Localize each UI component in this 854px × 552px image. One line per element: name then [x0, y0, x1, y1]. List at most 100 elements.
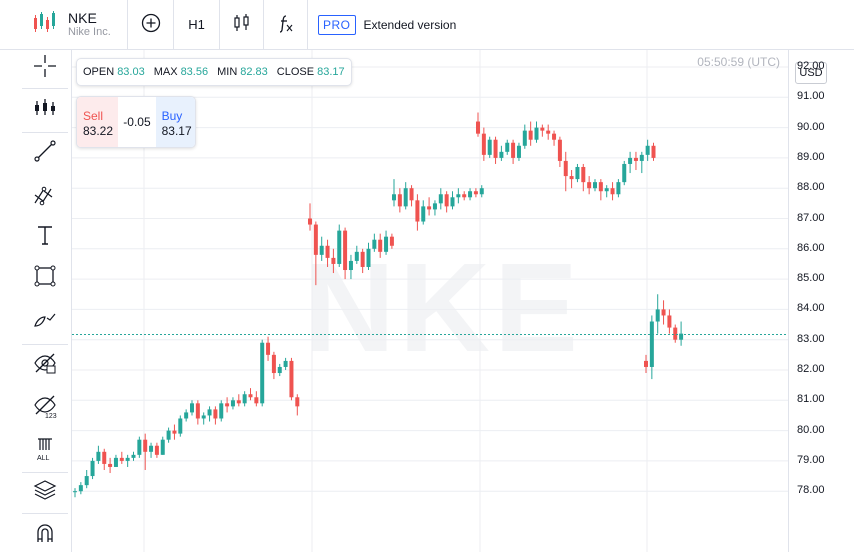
- candle-body: [96, 451, 101, 461]
- candle-body: [540, 127, 545, 131]
- text-icon: [32, 222, 58, 253]
- price-tick-label: 88.00: [797, 181, 825, 194]
- candle-body: [219, 403, 224, 419]
- pro-extended-link[interactable]: PRO Extended version: [308, 0, 456, 50]
- candle-body: [516, 145, 521, 158]
- candle-body: [511, 142, 516, 158]
- min-label: MIN: [217, 66, 238, 78]
- crosshair-icon: [32, 53, 58, 84]
- candle-body: [266, 342, 271, 355]
- candle-body: [389, 236, 394, 246]
- price-tick-label: 86.00: [797, 241, 825, 254]
- candle-body: [421, 206, 426, 222]
- candle-body: [534, 127, 539, 140]
- candle-body: [598, 182, 603, 192]
- candle-body: [473, 191, 478, 195]
- candle-body: [319, 245, 324, 255]
- pro-badge: PRO: [318, 14, 356, 35]
- candle-body: [225, 403, 230, 407]
- rectangle-tool[interactable]: [30, 263, 60, 293]
- interval-button[interactable]: H1: [174, 0, 220, 50]
- candle-body: [673, 327, 678, 340]
- buy-label: Buy: [161, 109, 183, 123]
- candle-body: [651, 145, 656, 158]
- candle-body: [78, 485, 83, 492]
- candle-body: [113, 457, 118, 467]
- chart-type-button[interactable]: [220, 0, 264, 50]
- buy-price: 83.17: [161, 124, 192, 138]
- candlestick-icon: [233, 13, 251, 36]
- trade-widget: Sell 83.22 -0.05 Buy 83.17: [76, 96, 196, 148]
- fib-tool[interactable]: [30, 181, 60, 211]
- toolbar-divider: [22, 88, 68, 89]
- candle-body: [125, 457, 130, 461]
- candle-body: [468, 191, 473, 198]
- text-tool[interactable]: [30, 222, 60, 252]
- candle-body: [476, 121, 480, 134]
- magnet-tool[interactable]: [30, 520, 60, 550]
- candle-body: [444, 194, 449, 207]
- candle-body: [557, 139, 562, 161]
- compare-button[interactable]: [128, 0, 174, 50]
- candle-body: [679, 333, 684, 340]
- candle-body: [343, 230, 348, 271]
- plus-circle-icon: [141, 13, 161, 36]
- delete-all-tool[interactable]: ALL: [30, 435, 60, 465]
- price-tick-label: 89.00: [797, 150, 825, 163]
- candle-body: [587, 182, 592, 189]
- candle-body: [271, 354, 276, 374]
- candle-body: [593, 182, 597, 189]
- crosshair-tool[interactable]: [30, 53, 60, 83]
- chart-area[interactable]: NKE OPEN 83.03 MAX 83.56 MIN 82.83 CLOSE 83.…: [72, 50, 788, 552]
- price-tick-label: 79.00: [797, 453, 825, 466]
- symbol-company: Nike Inc.: [68, 25, 111, 38]
- candle-body: [438, 194, 443, 204]
- candle-body: [154, 445, 159, 455]
- indicators-button[interactable]: [264, 0, 308, 50]
- rectangle-icon: [32, 263, 58, 294]
- sell-button[interactable]: Sell 83.22: [77, 97, 119, 147]
- magnet-icon: [32, 520, 58, 551]
- candle-body: [581, 166, 586, 183]
- candle-body: [415, 200, 420, 222]
- brush-tool[interactable]: [30, 306, 60, 336]
- candle-body: [432, 203, 437, 210]
- price-axis[interactable]: USD 92.00 91.00 90.00 89.00 88.00 87.00 86.00 8…: [788, 50, 854, 552]
- candle-body: [84, 476, 89, 486]
- price-tick-label: 92.00: [797, 60, 825, 72]
- candle-body: [149, 445, 154, 452]
- buy-button[interactable]: Buy 83.17: [155, 97, 195, 147]
- candle-body: [137, 439, 142, 455]
- candle-body: [102, 451, 107, 464]
- symbol-watermark: NKE: [304, 237, 583, 378]
- candle-body: [207, 409, 212, 416]
- clock-container: 05:50:59 (UTC): [600, 50, 788, 74]
- symbol-selector[interactable]: NKE Nike Inc.: [0, 0, 128, 50]
- max-label: MAX: [153, 66, 178, 78]
- candle-body: [236, 400, 241, 404]
- candle-body: [248, 394, 253, 398]
- trendline-tool[interactable]: [30, 138, 60, 168]
- symbol-ticker: NKE: [68, 9, 97, 26]
- layers-tool[interactable]: [30, 477, 60, 507]
- candle-body: [616, 182, 621, 195]
- candle-body: [403, 188, 408, 207]
- open-label: OPEN: [83, 66, 115, 78]
- candle-body: [160, 439, 165, 455]
- hide-drawings-tool[interactable]: [30, 350, 60, 380]
- candle-body: [308, 218, 312, 225]
- indicator-tool[interactable]: [30, 95, 60, 125]
- candle-body: [409, 188, 414, 201]
- candle-body: [610, 188, 615, 195]
- toolbar-divider: [22, 513, 68, 514]
- left-toolbar: 123 ALL: [0, 50, 72, 552]
- currency-button[interactable]: USD: [795, 62, 827, 84]
- price-tick-label: 83.00: [797, 332, 825, 345]
- candle-body: [354, 251, 359, 261]
- hide-drawings-icon: [32, 350, 58, 381]
- hide-labels-tool[interactable]: 123: [30, 393, 60, 423]
- candle-body: [360, 251, 365, 267]
- candle-body: [230, 400, 235, 407]
- price-tick-label: 84.00: [797, 302, 825, 315]
- layers-icon: [32, 477, 58, 508]
